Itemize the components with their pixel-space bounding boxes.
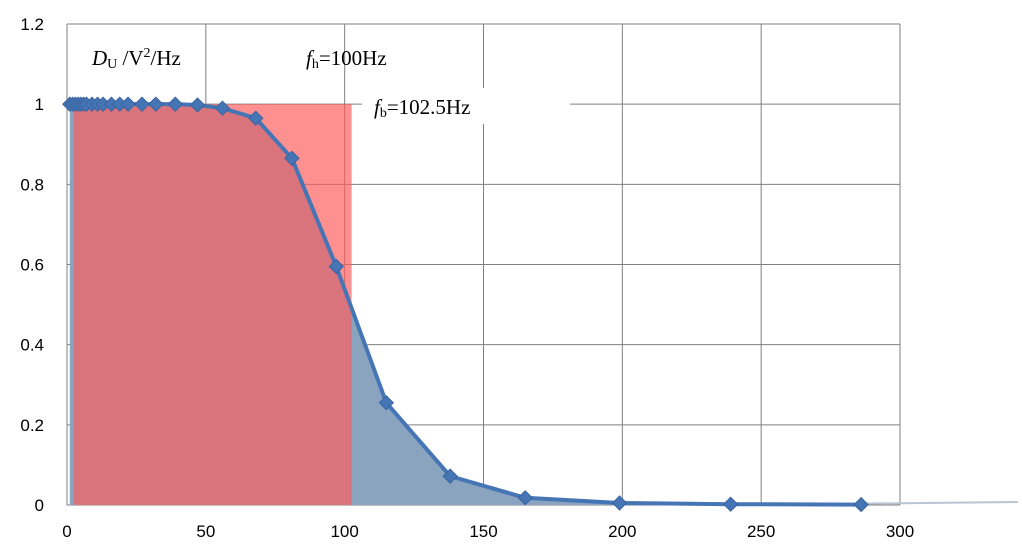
data-point-23	[517, 490, 533, 506]
ideal-band	[73, 104, 352, 506]
x-tick-labels: 0 50 100 150 200 250 300	[62, 522, 914, 541]
data-point-12	[120, 96, 136, 112]
data-point-16	[189, 97, 206, 113]
data-point-14	[148, 96, 164, 112]
data-point-24	[611, 495, 628, 511]
data-point-15	[167, 96, 183, 112]
y-tick-label-3: 0.6	[20, 256, 44, 275]
x-tick-label-2: 100	[330, 522, 358, 541]
y-tick-label-5: 1	[35, 95, 44, 114]
x-tick-label-1: 50	[196, 522, 215, 541]
data-point-20	[328, 258, 345, 275]
data-point-26	[853, 496, 869, 513]
x-tick-label-3: 150	[469, 522, 497, 541]
tail-line	[861, 501, 1019, 505]
x-tick-label-0: 0	[62, 522, 71, 541]
annotation-fb-box	[362, 88, 570, 124]
x-tick-label-6: 300	[886, 522, 914, 541]
data-point-21	[378, 395, 395, 411]
annotation-fh-label: fh=100Hz	[306, 46, 387, 72]
data-point-17	[214, 100, 231, 116]
annotation-density-label: DU /V2/Hz	[91, 46, 181, 72]
y-tick-label-6: 1.2	[20, 15, 44, 34]
data-point-13	[134, 96, 150, 112]
series-markers	[62, 96, 869, 513]
x-tick-label-5: 250	[747, 522, 775, 541]
data-point-18	[248, 110, 264, 126]
data-point-25	[722, 496, 739, 512]
y-tick-labels: 0 0.2 0.4 0.6 0.8 1 1.2	[20, 15, 44, 515]
y-tick-label-1: 0.2	[20, 416, 44, 435]
data-point-19	[284, 150, 300, 166]
y-tick-label-4: 0.8	[20, 175, 44, 194]
x-tick-label-4: 200	[608, 522, 636, 541]
data-point-22	[442, 468, 458, 484]
y-tick-label-0: 0	[35, 496, 44, 515]
annotation-fb-label: fb=102.5Hz	[374, 95, 470, 121]
y-tick-label-2: 0.4	[20, 336, 44, 355]
